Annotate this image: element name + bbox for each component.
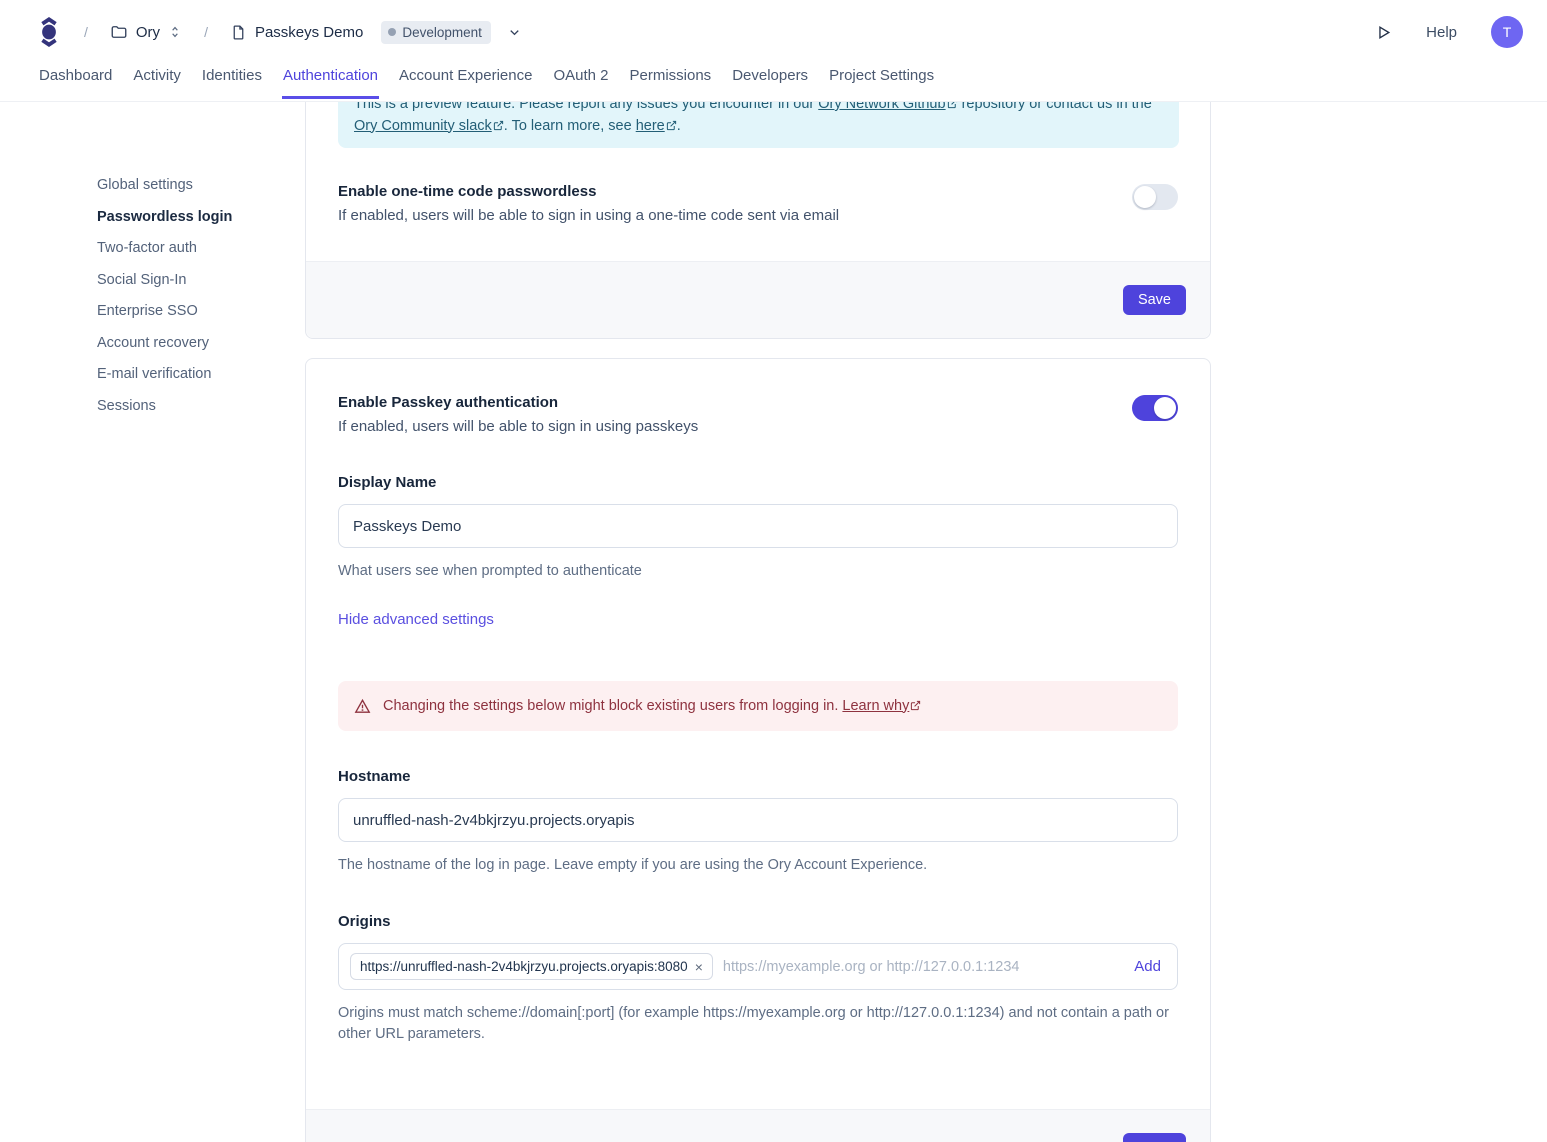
settings-sidebar: Global settings Passwordless login Two-f… [0,102,305,1142]
origins-input[interactable] [722,958,1135,975]
passkey-title: Enable Passkey authentication [338,394,559,411]
display-name-input[interactable] [338,504,1178,548]
external-link-icon [911,700,921,710]
tab-developers[interactable]: Developers [732,67,809,84]
one-time-code-toggle-row: Enable one-time code passwordless If ena… [306,148,1210,226]
play-icon [1379,25,1391,39]
project-name: Passkeys Demo [254,23,364,41]
passkey-card-footer: You have unsaved changes Save [306,1109,1210,1142]
primary-nav: Dashboard Activity Identities Authentica… [0,64,1547,102]
document-icon [233,24,244,40]
breadcrumb-separator: / [204,24,208,40]
run-tutorial-button[interactable] [1375,24,1392,41]
one-time-code-card: This is a preview feature. Please report… [305,102,1211,339]
tab-activity[interactable]: Activity [133,67,181,84]
tab-project-settings[interactable]: Project Settings [829,67,935,84]
learn-more-here-link[interactable]: here [636,118,677,134]
user-avatar[interactable]: T [1491,16,1523,48]
sidebar-item-passwordless-login[interactable]: Passwordless login [97,208,233,225]
folder-icon [111,26,127,38]
add-origin-button[interactable]: Add [1134,958,1161,975]
preview-feature-banner: This is a preview feature. Please report… [338,102,1179,148]
origin-chip: https://unruffled-nash-2v4bkjrzyu.projec… [350,953,713,980]
sidebar-item-global-settings[interactable]: Global settings [97,177,193,193]
warning-text: Changing the settings below might block … [383,697,843,714]
tab-account-experience[interactable]: Account Experience [399,67,533,84]
environment-dot-icon [388,28,397,36]
external-link-icon [493,120,503,130]
app-header: / Ory / Passkeys Demo Development Help T [0,0,1547,64]
project-switcher[interactable]: Passkeys Demo Development [230,20,522,44]
origin-chip-value: https://unruffled-nash-2v4bkjrzyu.projec… [360,959,688,974]
display-name-label: Display Name [338,474,437,491]
one-time-code-title: Enable one-time code passwordless [338,183,597,200]
hostname-helper: The hostname of the log in page. Leave e… [338,857,928,873]
passkey-form: Display Name What users see when prompte… [306,474,1210,1045]
main-content: This is a preview feature. Please report… [305,102,1211,1142]
passkey-toggle[interactable] [1132,395,1178,421]
toggle-knob [1134,186,1156,208]
help-link[interactable]: Help [1426,23,1457,41]
unsaved-changes-text: You have unsaved changes [338,1140,522,1142]
header-actions: Help T [1375,16,1523,48]
hide-advanced-settings-link[interactable]: Hide advanced settings [338,611,494,628]
sort-vertical-icon [172,26,178,38]
one-time-code-card-footer: Save [306,261,1210,338]
origins-helper: Origins must match scheme://domain[:port… [338,1005,1169,1042]
sidebar-item-account-recovery[interactable]: Account recovery [97,334,210,351]
sidebar-item-email-verification[interactable]: E-mail verification [97,366,212,382]
banner-text: This is a preview feature. Please report… [354,102,819,112]
save-button[interactable]: Save [1122,285,1186,315]
hostname-input[interactable] [338,798,1178,842]
warning-triangle-icon [354,698,371,713]
external-link-icon [666,120,676,130]
breadcrumb-separator: / [84,24,88,40]
one-time-code-toggle[interactable] [1132,184,1178,210]
one-time-code-description: If enabled, users will be able to sign i… [338,207,840,224]
learn-why-link[interactable]: Learn why [842,698,921,714]
passkey-toggle-row: Enable Passkey authentication If enabled… [306,359,1210,437]
passkey-description: If enabled, users will be able to sign i… [338,418,699,435]
remove-origin-button[interactable]: × [694,958,703,975]
workspace-name: Ory [135,23,161,41]
origins-label: Origins [338,913,391,930]
sidebar-item-enterprise-sso[interactable]: Enterprise SSO [97,303,198,319]
ory-network-github-link[interactable]: Ory Network Github [818,102,957,112]
tab-oauth2[interactable]: OAuth 2 [553,67,609,84]
tab-permissions[interactable]: Permissions [629,67,712,84]
origins-field: https://unruffled-nash-2v4bkjrzyu.projec… [338,943,1178,990]
workspace-switcher[interactable]: Ory [110,23,182,41]
toggle-knob [1154,397,1176,419]
environment-badge: Development [381,20,491,44]
banner-text: . [676,117,681,134]
ory-community-slack-link[interactable]: Ory Community slack [354,118,504,134]
hostname-label: Hostname [338,768,411,785]
banner-text: repository or contact us in the [957,102,1152,112]
ory-logo-icon [41,17,57,47]
ory-logo[interactable] [38,16,62,48]
chevron-down-icon [510,29,519,35]
sidebar-item-two-factor-auth[interactable]: Two-factor auth [97,240,197,256]
tab-identities[interactable]: Identities [201,67,262,84]
sidebar-item-social-sign-in[interactable]: Social Sign-In [97,271,187,288]
sidebar-item-sessions[interactable]: Sessions [97,397,156,414]
tab-authentication[interactable]: Authentication [281,64,380,99]
warning-banner: Changing the settings below might block … [338,681,1178,731]
external-link-icon [947,102,957,109]
page-body: Global settings Passwordless login Two-f… [0,102,1547,1142]
display-name-helper: What users see when prompted to authenti… [338,563,642,579]
banner-text: . To learn more, see [503,117,636,134]
save-button[interactable]: Save [1122,1133,1186,1142]
tab-dashboard[interactable]: Dashboard [39,67,113,84]
passkey-card: Enable Passkey authentication If enabled… [305,358,1211,1142]
